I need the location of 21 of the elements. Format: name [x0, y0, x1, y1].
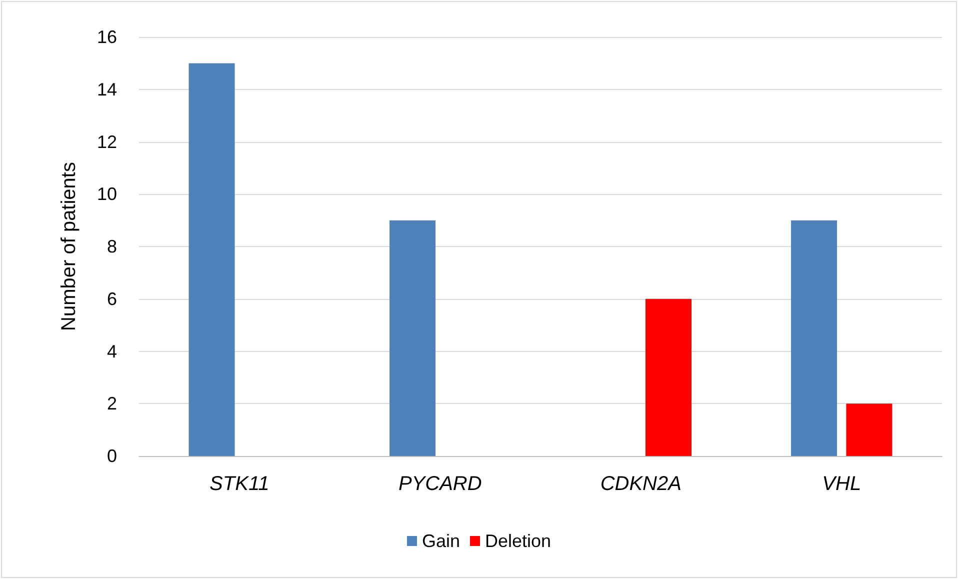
bar — [390, 220, 436, 456]
y-tick-label: 4 — [106, 341, 117, 362]
bar — [846, 404, 892, 456]
y-tick-label: 2 — [106, 394, 117, 414]
x-tick-label: VHL — [822, 473, 862, 495]
y-tick-label: 0 — [106, 446, 117, 466]
bar — [791, 220, 838, 456]
legend-label: Gain — [422, 531, 460, 551]
y-tick-label: 6 — [106, 288, 117, 309]
bar — [188, 63, 235, 456]
y-tick-label: 10 — [96, 184, 117, 204]
y-tick-label: 8 — [106, 236, 117, 256]
y-axis-title: Number of patients — [58, 162, 80, 331]
x-tick-label: STK11 — [210, 473, 270, 495]
x-tick-label: CDKN2A — [600, 473, 682, 495]
x-tick-label: PYCARD — [398, 473, 482, 495]
y-tick-label: 16 — [96, 27, 117, 47]
bar — [645, 298, 692, 456]
y-tick-label: 12 — [96, 132, 117, 152]
legend-label: Deletion — [484, 531, 552, 551]
y-tick-label: 14 — [96, 79, 117, 100]
